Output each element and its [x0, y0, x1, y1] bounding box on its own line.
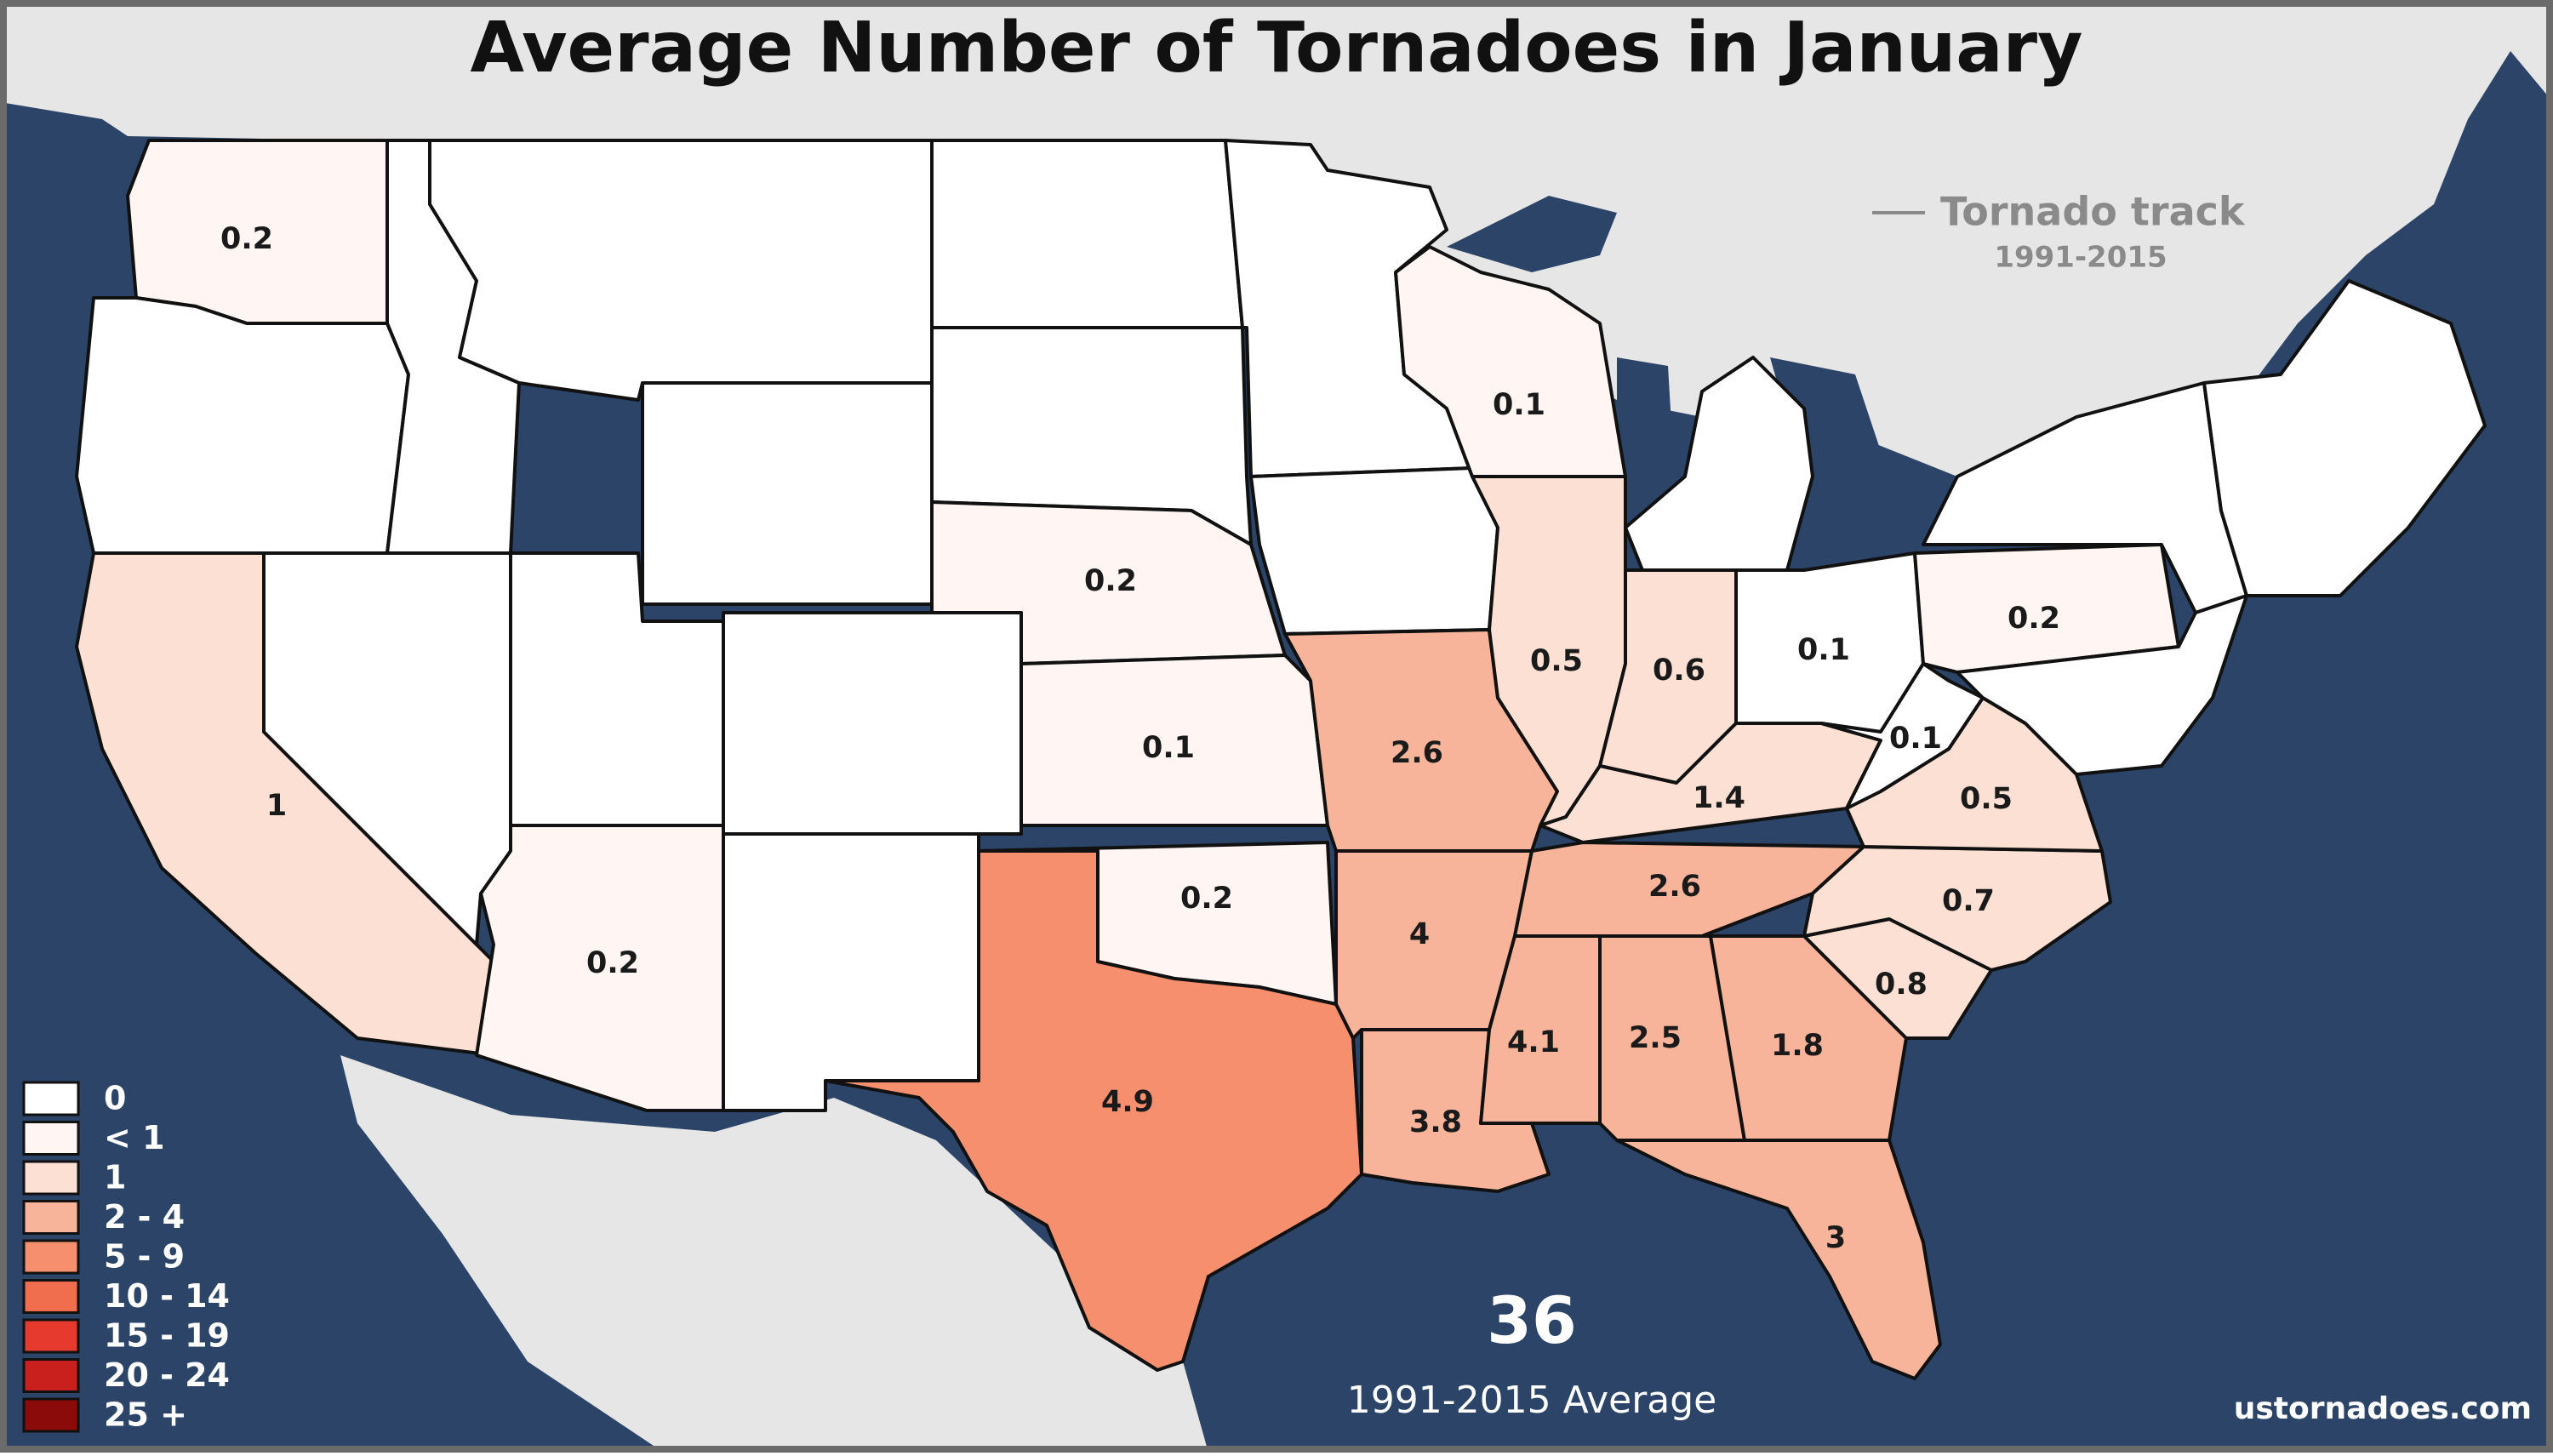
state-new-england — [2202, 279, 2487, 597]
label-georgia: 1.8 — [1771, 1029, 1824, 1063]
state-west-virginia — [1819, 662, 1985, 810]
label-kansas: 0.1 — [1142, 731, 1195, 765]
track-legend-label: Tornado track — [1940, 189, 2246, 235]
canada-landmass — [0, 0, 2553, 511]
label-north-carolina: 0.7 — [1942, 884, 1995, 918]
state-kentucky — [1539, 722, 1882, 844]
label-arkansas: 4 — [1409, 917, 1430, 951]
legend-swatch — [22, 1081, 80, 1116]
legend-swatch — [22, 1200, 80, 1235]
legend-swatch — [22, 1121, 80, 1156]
label-arizona: 0.2 — [586, 946, 639, 980]
state-florida — [1615, 1139, 1942, 1380]
total-value: 36 — [1487, 1282, 1577, 1358]
legend-label: 2 - 4 — [104, 1198, 185, 1236]
state-wyoming — [641, 381, 934, 606]
label-nebraska: 0.2 — [1084, 564, 1137, 598]
label-tennessee: 2.6 — [1648, 870, 1701, 904]
state-texas — [824, 849, 1363, 1372]
label-california: 1 — [266, 789, 287, 823]
legend-swatch — [22, 1318, 80, 1354]
state-oregon — [75, 296, 410, 555]
legend-swatch — [22, 1279, 80, 1314]
label-illinois: 0.5 — [1530, 644, 1583, 678]
state-value-labels: 0.2 1 0.2 0.2 0.1 0.2 4.9 2.6 4 3.8 4.1 … — [220, 222, 2060, 1255]
total-caption: 1991-2015 Average — [1347, 1379, 1717, 1422]
state-new-jersey-delaware-maryland — [1956, 594, 2248, 776]
label-alabama: 2.5 — [1629, 1021, 1682, 1055]
state-colorado — [722, 611, 1023, 836]
legend-label: 15 - 19 — [104, 1317, 230, 1355]
label-oklahoma: 0.2 — [1180, 882, 1233, 916]
legend-swatch — [22, 1397, 80, 1433]
legend-label: 1 — [104, 1159, 126, 1196]
map-title: Average Number of Tornadoes in January — [471, 8, 2083, 89]
state-north-dakota — [930, 139, 1244, 329]
state-wisconsin — [1394, 245, 1627, 478]
legend-label: 5 - 9 — [104, 1238, 185, 1276]
track-legend-years: 1991-2015 — [1994, 241, 2167, 275]
label-indiana: 0.6 — [1653, 654, 1705, 688]
track-legend: Tornado track 1991-2015 — [1872, 189, 2246, 275]
label-louisiana: 3.8 — [1409, 1105, 1462, 1139]
state-georgia — [1709, 934, 1908, 1142]
great-lakes — [1447, 196, 2110, 587]
legend-swatch — [22, 1358, 80, 1393]
mexico-landmass — [340, 1055, 1208, 1453]
legend-label: 10 - 14 — [104, 1277, 230, 1315]
label-kentucky: 1.4 — [1693, 781, 1745, 815]
legend-swatch — [22, 1239, 80, 1275]
state-montana — [428, 139, 934, 402]
legend-label: < 1 — [104, 1119, 165, 1156]
label-ohio: 0.1 — [1797, 633, 1850, 667]
legend-label: 20 - 24 — [104, 1356, 230, 1394]
state-new-mexico — [722, 832, 980, 1112]
label-missouri: 2.6 — [1391, 736, 1443, 770]
legend-label: 25 + — [104, 1396, 187, 1434]
label-mississippi: 4.1 — [1507, 1025, 1560, 1059]
label-virginia: 0.5 — [1960, 782, 2013, 816]
label-west-virginia: 0.1 — [1889, 722, 1942, 756]
label-south-carolina: 0.8 — [1875, 968, 1928, 1002]
legend-swatch — [22, 1160, 80, 1196]
legend-label: 0 — [104, 1080, 126, 1117]
label-wisconsin: 0.1 — [1493, 388, 1545, 422]
label-texas: 4.9 — [1101, 1085, 1154, 1119]
state-iowa — [1249, 466, 1499, 636]
label-florida: 3 — [1825, 1221, 1846, 1255]
us-states — [75, 139, 2487, 1380]
label-pennsylvania: 0.2 — [2008, 602, 2060, 636]
source-credit: ustornadoes.com — [2234, 1391, 2532, 1426]
label-washington: 0.2 — [220, 222, 273, 256]
